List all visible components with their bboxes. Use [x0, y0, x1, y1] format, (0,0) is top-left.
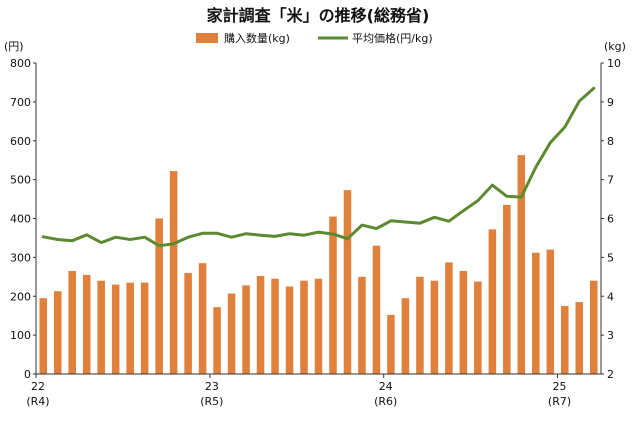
bar [271, 278, 279, 374]
bar [227, 293, 236, 374]
x-tick-label: 22 [31, 380, 45, 393]
bar [430, 280, 439, 374]
bar [503, 204, 511, 374]
legend-label-bar: 購入数量(kg) [224, 31, 290, 45]
bar [68, 270, 76, 374]
bar [459, 270, 468, 374]
axes [35, 63, 602, 375]
bar [488, 229, 497, 374]
y-left-tick-label: 500 [10, 174, 31, 187]
x-tick-sublabel: (R5) [200, 395, 223, 408]
bar [561, 305, 569, 374]
price-line-series [41, 86, 596, 248]
bar [242, 285, 250, 374]
y-left-tick-label: 0 [24, 368, 31, 381]
y-right-ticks: 2 3 4 5 6 7 8 9 10 [601, 57, 621, 381]
x-tick-sublabel: (R6) [374, 395, 397, 408]
bar [300, 280, 308, 374]
bar [126, 282, 134, 374]
x-tick-sublabel: (R4) [26, 395, 49, 408]
bar [169, 171, 178, 374]
bar [474, 281, 482, 374]
bar [589, 280, 598, 374]
bar [358, 276, 366, 374]
bar [546, 249, 555, 374]
y-right-unit: (kg) [604, 40, 626, 53]
y-left-tick-label: 200 [10, 290, 31, 303]
x-tick-label: 24 [379, 380, 393, 393]
bar [53, 291, 62, 374]
bar [517, 155, 526, 374]
price-line [41, 86, 596, 248]
bar [575, 302, 584, 374]
y-left-tick-label: 100 [10, 329, 31, 342]
y-left-tick-label: 600 [10, 135, 31, 148]
x-ticks: 22 (R4) 23 (R5) 24 (R6) 25 (R7) [26, 374, 571, 408]
bar [532, 252, 540, 374]
y-right-tick-label: 4 [607, 290, 614, 303]
bar [285, 286, 294, 374]
chart-title: 家計調査「米」の推移(総務省) [207, 6, 430, 25]
legend-swatch-bar [196, 33, 218, 43]
y-right-tick-label: 6 [607, 213, 614, 226]
y-right-tick-label: 8 [607, 135, 614, 148]
x-tick-label: 25 [553, 380, 567, 393]
y-right-tick-label: 9 [607, 96, 614, 109]
y-left-tick-label: 300 [10, 251, 31, 264]
bar [416, 276, 424, 374]
bar [39, 298, 48, 374]
x-tick-label: 23 [205, 380, 219, 393]
bar [184, 272, 192, 374]
bar [445, 262, 453, 374]
bar [140, 282, 149, 374]
bar [198, 263, 207, 374]
bars [39, 155, 598, 374]
bar [111, 284, 120, 374]
bar [329, 216, 337, 374]
bar [97, 280, 105, 374]
bar [155, 218, 163, 374]
y-right-tick-label: 3 [607, 329, 614, 342]
y-right-tick-label: 2 [607, 368, 614, 381]
legend-label-line: 平均価格(円/kg) [352, 31, 433, 45]
bar [372, 245, 381, 374]
y-right-tick-label: 5 [607, 251, 614, 264]
x-tick-sublabel: (R7) [548, 395, 571, 408]
y-right-tick-label: 7 [607, 174, 614, 187]
bar [401, 298, 410, 374]
bar [387, 314, 395, 374]
y-left-ticks: 0 100 200 300 400 500 600 700 800 [10, 57, 36, 381]
legend: 購入数量(kg) 平均価格(円/kg) [196, 31, 433, 45]
bar [256, 276, 265, 374]
y-left-tick-label: 700 [10, 96, 31, 109]
bar [213, 307, 221, 374]
y-left-tick-label: 400 [10, 213, 31, 226]
y-right-tick-label: 10 [607, 57, 621, 70]
y-left-tick-label: 800 [10, 57, 31, 70]
bar [343, 190, 352, 374]
bar [82, 274, 91, 374]
bar [314, 278, 323, 374]
y-left-unit: (円) [4, 40, 24, 53]
